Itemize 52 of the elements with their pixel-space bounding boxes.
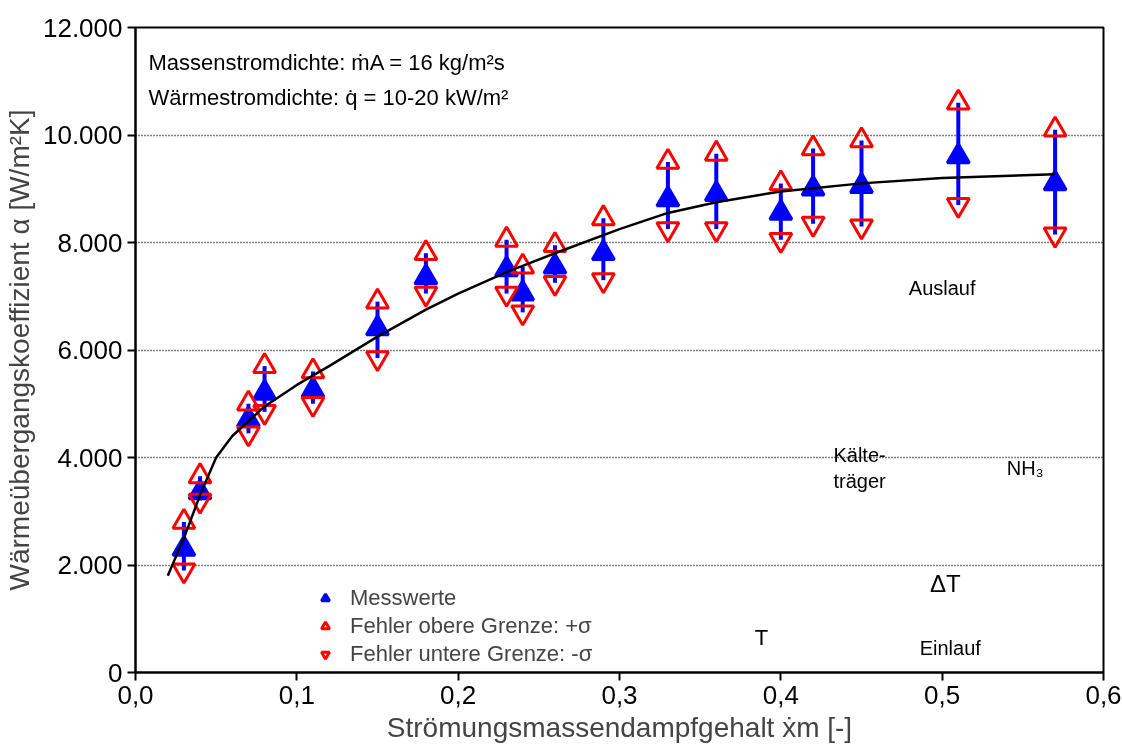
- y-tick-label: 12.000: [42, 12, 123, 43]
- point: [945, 142, 971, 165]
- x-tick-label: 0,4: [762, 679, 799, 710]
- point: [365, 287, 390, 310]
- point: [703, 179, 729, 202]
- point: [413, 239, 439, 262]
- point: [365, 314, 390, 337]
- y-tick-label: 8.000: [57, 227, 123, 258]
- point: [542, 252, 568, 275]
- point: [252, 351, 278, 374]
- point: [413, 263, 439, 286]
- point: [768, 198, 794, 221]
- annotation: Einlauf: [919, 637, 982, 660]
- point: [1042, 169, 1068, 192]
- point: [590, 239, 616, 262]
- x-tick-label: 0,2: [440, 679, 477, 710]
- point: [494, 225, 520, 248]
- point: [655, 147, 681, 170]
- annotation: Wärmestromdichte: q̇ = 10-20 kW/m²: [148, 84, 509, 110]
- annotation: T: [754, 625, 769, 651]
- x-axis-title: Strömungsmassendampfgehalt ẋm [-]: [386, 711, 853, 743]
- point: [171, 507, 197, 530]
- point: [945, 88, 971, 111]
- legend-label: Messwerte: [350, 585, 457, 611]
- x-tick-label: 0,6: [1085, 679, 1122, 710]
- point: [655, 185, 681, 208]
- y-tick-label: 6.000: [57, 335, 123, 365]
- x-tick-label: 0,1: [278, 679, 315, 710]
- point: [510, 279, 536, 302]
- annotation: Kälte- träger: [833, 444, 887, 493]
- y-tick-label: 4.000: [57, 442, 123, 473]
- point: [252, 378, 278, 401]
- point: [849, 126, 874, 149]
- legend-label: Fehler untere Grenze: -σ: [350, 641, 593, 667]
- legend-label: Fehler obere Grenze: +σ: [350, 613, 592, 639]
- annotation: Massenstromdichte: ṁA = 16 kg/m²s: [148, 49, 505, 75]
- point: [703, 139, 729, 162]
- x-tick-label: 0,5: [924, 679, 961, 710]
- x-tick-label: 0,3: [601, 679, 638, 710]
- annotation: NH₃: [1006, 457, 1044, 480]
- y-tick-label: 10.000: [42, 120, 123, 150]
- point: [800, 134, 826, 157]
- point: [235, 389, 261, 412]
- point: [510, 252, 536, 275]
- y-axis-title: Wärmeübergangskoeffizient α [W/m²K]: [3, 109, 35, 591]
- point: [1042, 115, 1068, 138]
- point: [768, 169, 794, 192]
- annotation: Auslauf: [908, 277, 976, 300]
- point: [187, 462, 213, 485]
- y-tick-label: 2.000: [57, 550, 123, 580]
- point: [590, 204, 616, 227]
- annotation: ΔT: [930, 570, 962, 598]
